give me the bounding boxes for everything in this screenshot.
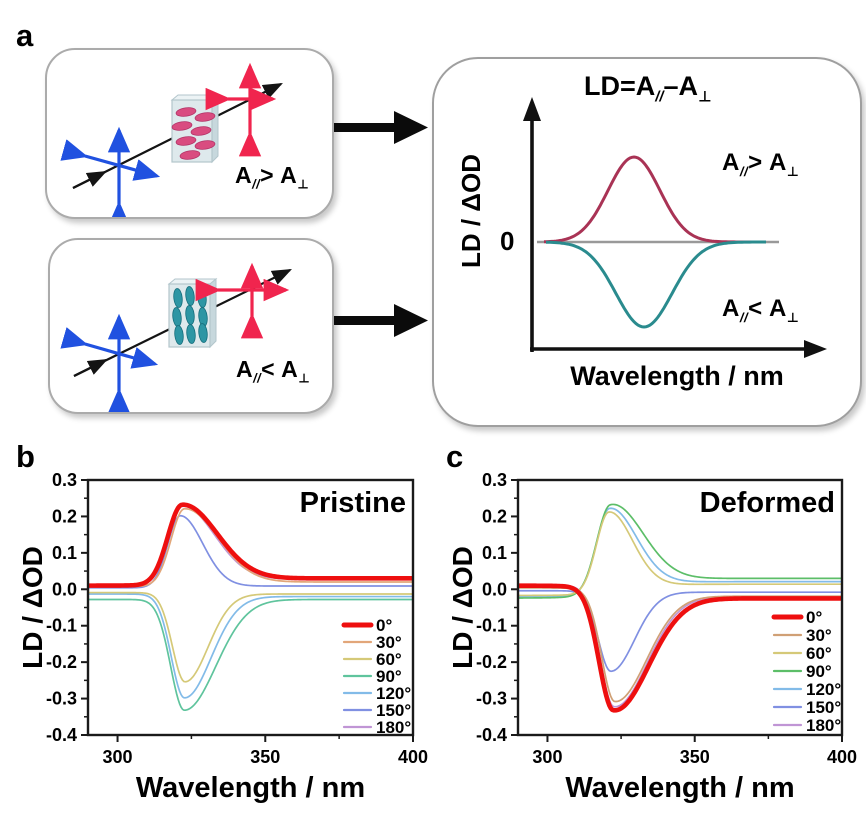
legend-label-180deg: 180° <box>376 718 411 737</box>
y-tick-label: -0.1 <box>476 616 507 636</box>
legend: 0°30°60°90°120°150°180° <box>341 616 411 737</box>
legend-label-30deg: 30° <box>376 633 402 652</box>
x-tick-label: 300 <box>532 747 562 767</box>
y-tick-label: -0.3 <box>46 689 77 709</box>
diagram-zero-label: 0 <box>500 226 515 256</box>
y-tick-label: 0.0 <box>482 579 507 599</box>
plot-area <box>518 503 842 713</box>
ld-definition-diagram <box>523 97 827 358</box>
y-tick-label: 0.1 <box>482 543 507 563</box>
aligned-discs-vertical <box>172 286 208 345</box>
x-axis-label: Wavelength / nm <box>565 772 794 804</box>
upper-inequality-label: A//> A⊥ <box>722 149 800 179</box>
y-axis-label: LD / ΔOD <box>447 546 478 669</box>
series-curve-0deg <box>88 502 413 588</box>
series-curve-30deg <box>88 507 413 588</box>
y-tick-label: -0.3 <box>476 689 507 709</box>
legend-label-60deg: 60° <box>806 644 832 663</box>
y-tick-label: -0.4 <box>476 725 507 745</box>
plot-frame <box>86 478 415 737</box>
y-tick-label: -0.1 <box>46 616 77 636</box>
y-tick-label: 0.3 <box>52 470 77 490</box>
legend-label-180deg: 180° <box>806 716 841 735</box>
series-curve-60deg <box>518 511 842 597</box>
beam-direction-arrow <box>72 171 107 189</box>
panel-c-label: c <box>446 439 464 474</box>
panel-a-label: a <box>16 18 34 53</box>
x-tick-label: 350 <box>250 747 280 767</box>
x-tick-label: 400 <box>398 747 428 767</box>
aligned-discs-horizontal <box>171 107 216 160</box>
incident-polarization-diagonal-arrow <box>60 139 161 181</box>
y-tick-label: 0.1 <box>52 543 77 563</box>
y-tick-label: -0.4 <box>46 725 77 745</box>
x-axis-label: Wavelength / nm <box>136 772 365 804</box>
legend-label-90deg: 90° <box>376 667 402 686</box>
ld-equation-title: LD=A//–A⊥ <box>584 71 712 106</box>
diagram-y-axis-arrowhead <box>523 97 541 121</box>
lower-inequality-label: A//< A⊥ <box>722 295 800 325</box>
y-tick-label: 0.2 <box>482 506 507 526</box>
schematic-parallel-drawing <box>60 62 283 217</box>
y-tick-label: -0.2 <box>476 652 507 672</box>
y-tick-label: 0.2 <box>52 506 77 526</box>
legend-label-120deg: 120° <box>376 684 411 703</box>
flow-arrow-bottom <box>334 304 428 337</box>
legend: 0°30°60°90°120°150°180° <box>771 608 841 735</box>
legend-label-0deg: 0° <box>806 608 822 627</box>
legend-label-30deg: 30° <box>806 626 832 645</box>
series-curve-150deg <box>88 514 413 589</box>
diagram-x-axis-label: Wavelength / nm <box>570 361 784 391</box>
series-curve-90deg <box>88 598 413 712</box>
schematic-perpendicular-drawing <box>60 262 292 412</box>
x-tick-label: 350 <box>680 747 710 767</box>
diagram-y-axis-label: LD / ΔOD <box>456 154 486 269</box>
legend-label-120deg: 120° <box>806 680 841 699</box>
y-tick-label: -0.2 <box>46 652 77 672</box>
plot-area <box>88 502 413 712</box>
negative-ld-curve <box>546 240 766 329</box>
schematic-box-parallel: A//> A⊥ <box>45 48 334 219</box>
series-curve-120deg <box>88 593 413 699</box>
x-tick-label: 400 <box>827 747 857 767</box>
panel-b-label: b <box>16 439 35 474</box>
ld-definition-box: LD=A//–A⊥ A//> A⊥ A//< A⊥ 0 LD / ΔOD Wav… <box>432 57 862 427</box>
series-curve-150deg <box>518 589 842 673</box>
positive-ld-curve <box>543 155 756 244</box>
beam-direction-arrow <box>73 359 108 377</box>
diagram-x-axis-arrowhead <box>804 340 827 358</box>
legend-label-90deg: 90° <box>806 662 832 681</box>
flow-arrow-top <box>334 111 428 144</box>
inequality-label-parallel-less: A//< A⊥ <box>236 356 311 386</box>
y-tick-label: 0.0 <box>52 579 77 599</box>
panel-title: Deformed <box>700 487 835 519</box>
y-axis-label: LD / ΔOD <box>17 546 48 669</box>
series-curve-30deg <box>518 587 842 703</box>
panel-title: Pristine <box>300 487 406 519</box>
x-tick-label: 300 <box>103 747 133 767</box>
plot-frame <box>516 478 844 737</box>
schematic-box-perpendicular: A//< A⊥ <box>48 238 334 414</box>
legend-label-60deg: 60° <box>376 650 402 669</box>
pristine-ld-chart: 300 350 400 0.3 0.2 0.1 0.0 -0.1 -0.2 -0.3 -0.4 Pri… <box>17 470 428 804</box>
deformed-ld-chart: 300 350 400 0.3 0.2 0.1 0.0 -0.1 -0.2 -0.3 -0.4 Def… <box>447 470 857 804</box>
legend-label-150deg: 150° <box>376 701 411 720</box>
legend-label-150deg: 150° <box>806 698 841 717</box>
series-curve-0deg <box>518 583 842 713</box>
inequality-label-parallel-greater: A//> A⊥ <box>235 162 310 192</box>
incident-polarization-diagonal-arrow <box>60 327 159 369</box>
legend-label-0deg: 0° <box>376 616 392 635</box>
series-curve-90deg <box>518 503 842 599</box>
series-curve-60deg <box>88 591 413 683</box>
y-tick-label: 0.3 <box>482 470 507 490</box>
